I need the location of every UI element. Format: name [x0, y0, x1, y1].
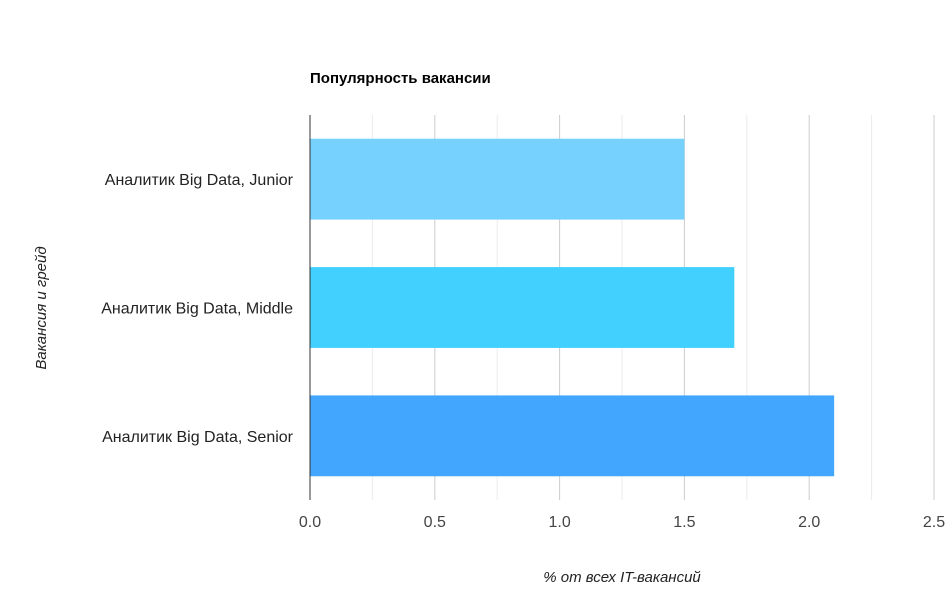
bars — [310, 138, 835, 477]
bar — [310, 138, 685, 220]
x-axis-title: % от всех IT-вакансий — [543, 569, 701, 586]
x-tick-label: 0.5 — [424, 514, 446, 531]
category-labels: Аналитик Big Data, Junior Аналитик Big Da… — [101, 172, 293, 446]
x-tick-label: 1.5 — [673, 514, 695, 531]
category-label: Аналитик Big Data, Middle — [101, 301, 293, 318]
x-tick-label: 1.0 — [548, 514, 570, 531]
y-axis-title: Вакансия и грейд — [33, 246, 50, 369]
category-label: Аналитик Big Data, Senior — [102, 429, 294, 446]
x-tick-labels: 0.0 0.5 1.0 1.5 2.0 2.5 — [299, 514, 945, 531]
x-tick-label: 2.0 — [798, 514, 820, 531]
x-tick-label: 0.0 — [299, 514, 321, 531]
bar — [310, 267, 735, 348]
x-tick-label: 2.5 — [923, 514, 945, 531]
bar — [310, 395, 835, 477]
category-label: Аналитик Big Data, Junior — [105, 172, 294, 189]
chart-title: Популярность вакансии — [310, 70, 491, 87]
